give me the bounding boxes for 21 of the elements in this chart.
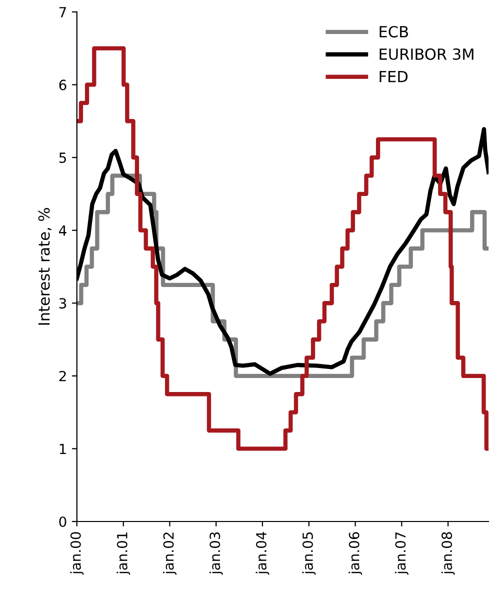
y-axis-title: Interest rate, % bbox=[38, 208, 52, 325]
y-tick-label: 0 bbox=[59, 516, 66, 527]
y-tick-label: 5 bbox=[59, 152, 66, 163]
y-tick-label: 1 bbox=[60, 444, 66, 454]
y-tick-label: 3 bbox=[59, 298, 66, 309]
legend-label: ECB bbox=[380, 26, 408, 38]
x-tick-label: jan.05 bbox=[302, 532, 316, 575]
y-tick-label: 6 bbox=[59, 80, 66, 90]
x-tick-label: jan.08 bbox=[441, 532, 455, 575]
y-tick-label: 7 bbox=[59, 7, 66, 18]
x-tick-label: jan.07 bbox=[394, 532, 408, 575]
legend-label: FED bbox=[380, 70, 408, 82]
x-tick-label: jan.01 bbox=[116, 532, 130, 575]
x-tick-label: jan.03 bbox=[209, 532, 223, 575]
x-tick-label: jan.06 bbox=[348, 532, 362, 575]
y-tick-label: 4 bbox=[59, 225, 66, 236]
y-tick-label: 2 bbox=[59, 370, 66, 382]
x-tick-label: jan.00 bbox=[70, 532, 84, 575]
x-tick-label: jan.02 bbox=[163, 532, 176, 575]
legend-label: EURIBOR 3M bbox=[380, 48, 474, 60]
x-tick-label: jan.04 bbox=[256, 532, 270, 575]
